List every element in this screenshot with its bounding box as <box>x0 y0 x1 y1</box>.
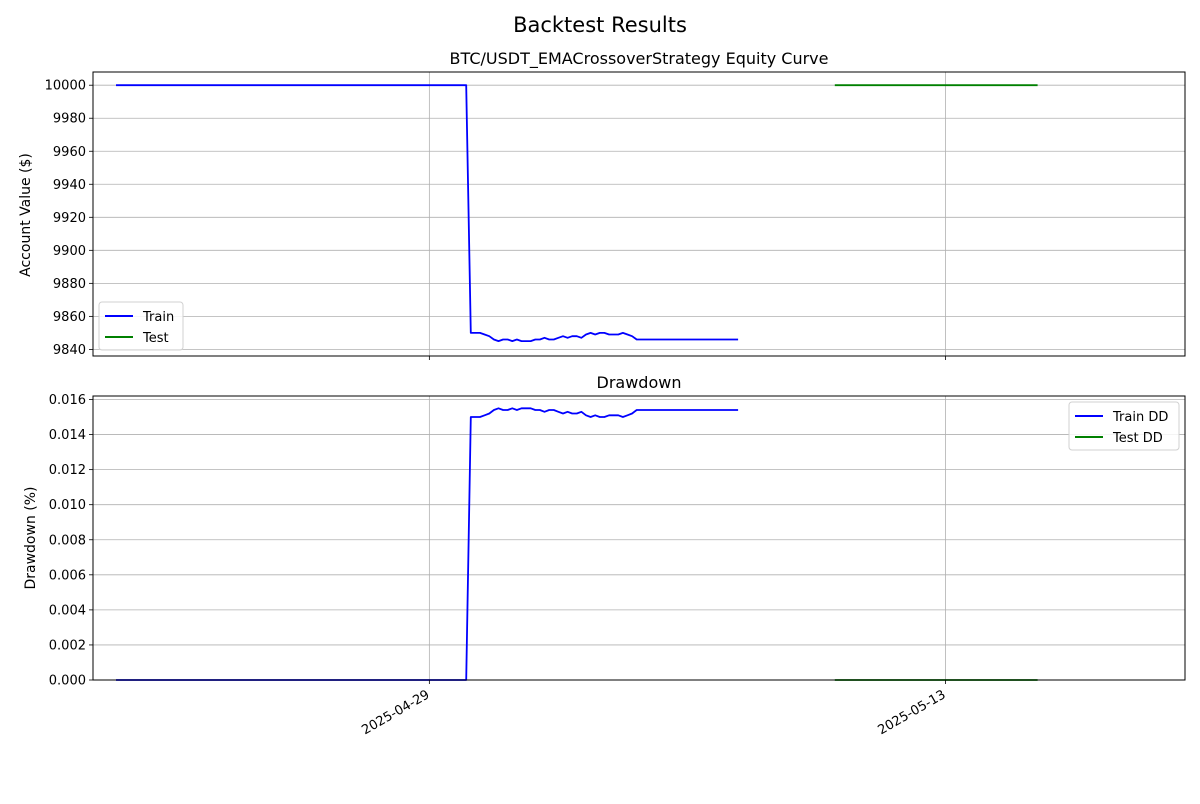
equity-y-tick-label: 9980 <box>53 112 86 127</box>
equity-curve-ylabel: Account Value ($) <box>18 153 34 277</box>
equity-y-tick-label: 9840 <box>53 343 86 358</box>
equity-y-tick-label: 9880 <box>53 277 86 292</box>
equity-axes-frame <box>92 71 1186 357</box>
drawdown-series-group <box>116 407 1038 681</box>
drawdown-axes-frame <box>92 395 1186 681</box>
drawdown-series-train-dd <box>116 407 739 681</box>
drawdown-ticks: 0.000 0.002 0.004 0.006 0.008 0.010 0.012 0.014… <box>49 393 949 738</box>
equity-curve-title: BTC/USDT_EMACrossoverStrategy Equity Cur… <box>450 49 829 69</box>
drawdown-x-tick-label: 2025-05-13 <box>875 687 948 738</box>
drawdown-ylabel: Drawdown (%) <box>23 486 39 589</box>
equity-y-tick-label: 9920 <box>53 211 86 226</box>
drawdown-y-tick-label: 0.008 <box>49 533 86 548</box>
drawdown-legend-label: Train DD <box>1112 410 1168 425</box>
equity-y-tick-label: 10000 <box>45 79 86 94</box>
equity-series-train <box>116 84 739 343</box>
drawdown-legend-label: Test DD <box>1112 431 1163 446</box>
drawdown-y-tick-label: 0.010 <box>49 498 86 513</box>
drawdown-y-tick-label: 0.012 <box>49 463 86 478</box>
drawdown-y-tick-label: 0.016 <box>49 393 86 408</box>
equity-y-tick-label: 9900 <box>53 244 86 259</box>
drawdown-y-tick-label: 0.006 <box>49 568 86 583</box>
drawdown-title: Drawdown <box>597 373 682 392</box>
equity-gridlines <box>93 72 1185 356</box>
drawdown-y-tick-label: 0.004 <box>49 603 86 618</box>
equity-series-group <box>116 84 1038 343</box>
figure-title: Backtest Results <box>513 13 687 37</box>
drawdown-y-tick-label: 0.000 <box>49 674 86 689</box>
equity-ticks: 9840 9860 9880 9900 9920 9940 9960 9980 10000 <box>45 79 946 360</box>
drawdown-y-tick-label: 0.014 <box>49 428 86 443</box>
equity-legend-label: Train <box>142 310 174 325</box>
equity-curve-panel: BTC/USDT_EMACrossoverStrategy Equity Cur… <box>18 49 1186 360</box>
equity-y-tick-label: 9960 <box>53 145 86 160</box>
equity-legend: Train Test <box>98 301 184 351</box>
equity-y-tick-label: 9860 <box>53 310 86 325</box>
drawdown-y-tick-label: 0.002 <box>49 638 86 653</box>
drawdown-panel: Drawdown Drawdown (%) 0.0000.0020.0040.0… <box>23 373 1186 738</box>
drawdown-legend: Train DD Test DD <box>1068 401 1180 451</box>
drawdown-x-tick-label: 2025-04-29 <box>359 687 432 738</box>
drawdown-gridlines <box>93 396 1185 681</box>
equity-legend-label: Test <box>142 331 169 346</box>
equity-y-tick-label: 9940 <box>53 178 86 193</box>
